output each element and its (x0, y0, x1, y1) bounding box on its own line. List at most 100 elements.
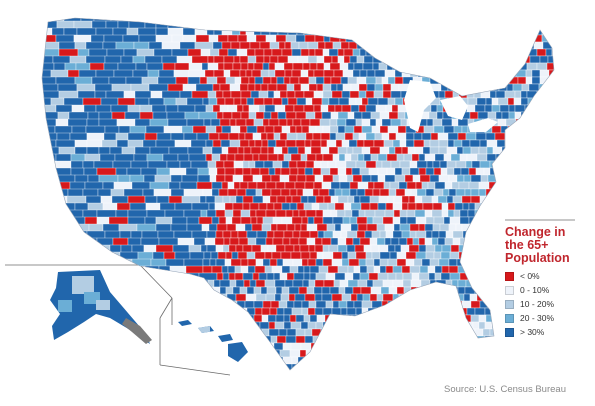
county-cell (327, 104, 336, 113)
county-cell (491, 286, 499, 295)
county-cell (541, 34, 552, 43)
county-cell (321, 286, 331, 295)
county-cell (529, 371, 539, 378)
county-cell (347, 279, 359, 288)
county-cell (530, 139, 541, 148)
county-cell (216, 363, 228, 370)
county-cell (338, 97, 350, 106)
county-cell (252, 195, 264, 204)
county-cell (279, 349, 291, 358)
county-cell (436, 111, 444, 120)
county-cell (355, 27, 367, 36)
county-cell (216, 97, 226, 106)
county-cell (278, 41, 286, 50)
county-cell (269, 55, 279, 64)
county-cell (388, 146, 396, 155)
county-cell (399, 139, 407, 148)
county-cell (467, 209, 476, 218)
county-cell (321, 293, 333, 302)
county-cell (383, 335, 391, 344)
county-cell (416, 188, 427, 197)
county-cell (124, 371, 136, 380)
county-cell (379, 230, 387, 239)
county-cell (322, 125, 331, 134)
county-cell (363, 342, 374, 351)
county-cell (105, 251, 121, 262)
county-cell (502, 342, 512, 351)
county-cell (240, 209, 251, 218)
county-cell (42, 244, 60, 255)
county-cell (453, 125, 463, 134)
county-cell (301, 300, 310, 309)
county-cell (200, 48, 211, 57)
county-cell (246, 251, 256, 260)
county-cell (446, 160, 457, 169)
county-cell (379, 34, 387, 43)
county-cell (542, 202, 551, 211)
county-cell (431, 321, 441, 330)
county-cell (440, 18, 450, 22)
county-cell (267, 146, 275, 155)
county-cell (243, 20, 255, 29)
county-cell (406, 209, 416, 218)
county-cell (543, 342, 553, 351)
county-cell (290, 342, 302, 351)
county-cell (283, 321, 292, 330)
county-cell (388, 27, 400, 36)
county-cell (392, 202, 403, 211)
county-cell (329, 132, 337, 141)
county-cell (208, 132, 220, 141)
county-cell (296, 174, 307, 183)
county-cell (493, 195, 502, 204)
county-cell (474, 209, 485, 218)
county-cell (336, 328, 344, 337)
county-cell (511, 132, 520, 141)
county-cell (504, 216, 513, 225)
county-cell (436, 356, 448, 365)
county-cell (395, 132, 407, 141)
county-cell (351, 209, 360, 218)
county-cell (389, 335, 398, 344)
county-cell (555, 154, 565, 161)
county-cell (413, 363, 424, 370)
county-cell (464, 286, 476, 295)
county-cell (296, 132, 307, 141)
county-cell (485, 371, 491, 378)
county-cell (264, 18, 272, 22)
county-cell (407, 48, 419, 57)
county-cell (283, 76, 291, 85)
county-cell (466, 307, 476, 316)
county-cell (433, 371, 441, 378)
county-cell (224, 209, 234, 218)
county-cell (539, 104, 548, 113)
county-cell (305, 349, 317, 358)
county-cell (391, 371, 401, 378)
county-cell (446, 349, 454, 358)
county-cell (307, 195, 317, 204)
county-cell (251, 328, 263, 337)
county-cell (501, 202, 512, 211)
county-cell (210, 118, 221, 127)
county-cell (259, 41, 271, 50)
county-cell (300, 69, 309, 78)
county-cell (408, 321, 417, 330)
county-cell (489, 160, 501, 169)
county-cell (231, 27, 241, 36)
county-cell (338, 349, 347, 358)
county-cell (493, 307, 504, 316)
county-cell (230, 300, 238, 309)
county-cell (208, 363, 218, 370)
county-cell (305, 111, 316, 120)
county-cell (271, 251, 282, 260)
county-cell (431, 209, 443, 218)
county-cell (536, 48, 547, 57)
county-cell (448, 18, 457, 22)
county-cell (306, 223, 318, 232)
county-cell (333, 342, 344, 351)
county-cell (89, 251, 107, 262)
county-cell (274, 69, 286, 78)
county-cell (487, 223, 499, 232)
county-cell (164, 272, 184, 283)
county-cell (340, 230, 348, 239)
county-cell (408, 244, 420, 253)
